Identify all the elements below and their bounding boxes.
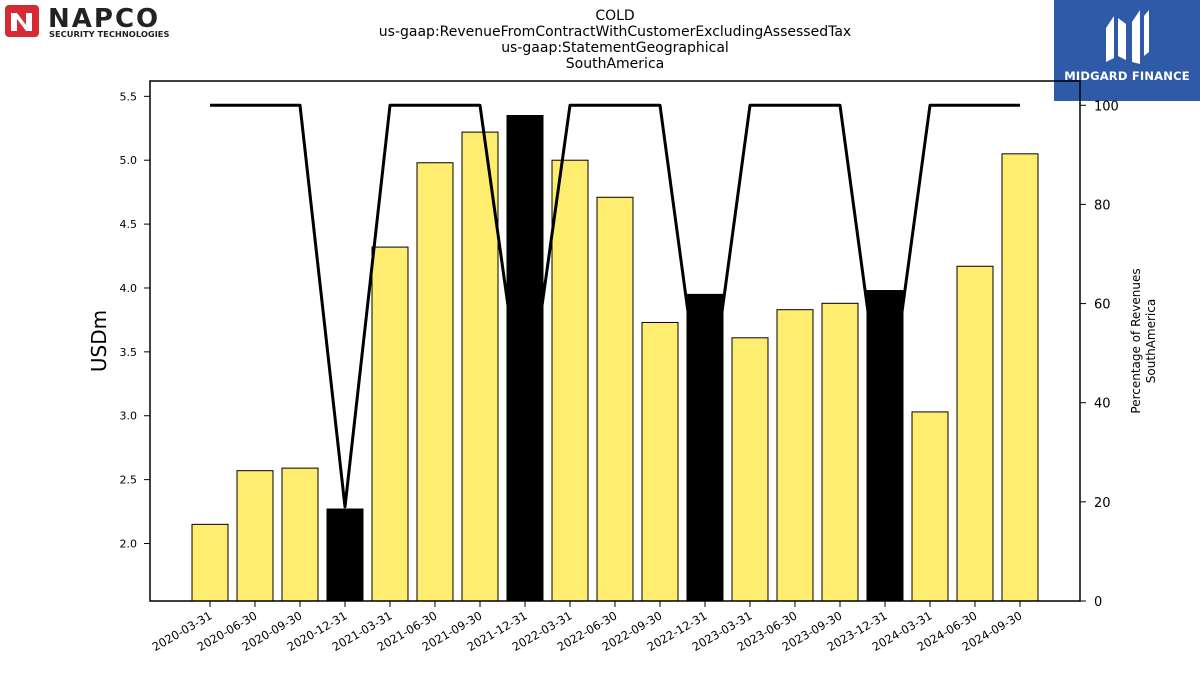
napco-logo: NAPCO SECURITY TECHNOLOGIES: [4, 4, 209, 40]
bar-2021-03-31: [371, 246, 409, 602]
percentage-line-group: [210, 103, 1020, 509]
y-right-tick-label: 100: [1094, 99, 1119, 114]
y-tick-label: 4.0: [120, 282, 138, 295]
y-axis-right-label-line1: Percentage of Revenues: [1129, 268, 1143, 413]
y-tick-label: 4.5: [120, 218, 138, 231]
bar-2020-09-30: [281, 467, 319, 602]
y-tick-label: 5.5: [120, 90, 138, 103]
title-line-metric: us-gaap:RevenueFromContractWithCustomerE…: [378, 24, 852, 40]
y-tick-label: 2.0: [120, 538, 138, 551]
bar-2024-06-30: [956, 265, 994, 602]
bars-group: [191, 115, 1039, 602]
bar-2023-06-30: [776, 309, 814, 602]
y-axis-left: 2.0 2.5 3.0 3.5 4.0 4.5 5.0 5.5: [120, 90, 150, 551]
bar-2024-03-31: [911, 411, 949, 602]
y-tick-label: 3.5: [120, 346, 138, 359]
y-right-tick-label: 40: [1094, 397, 1111, 412]
title-line-ticker: COLD: [595, 8, 635, 24]
bar-2024-09-30: [1001, 153, 1039, 602]
bar-2021-12-31: [506, 115, 544, 602]
bar-2023-09-30: [821, 302, 859, 602]
bar-2020-12-31: [326, 508, 364, 602]
y-right-tick-label: 20: [1094, 496, 1111, 511]
y-axis-label: USDm: [87, 310, 111, 372]
napco-logo-tagline: SECURITY TECHNOLOGIES: [49, 29, 169, 39]
y-tick-label: 3.0: [120, 410, 138, 423]
y-tick-label: 2.5: [120, 474, 138, 487]
midgard-finance-logo: MIDGARD FINANCE: [1054, 0, 1200, 101]
title-line-segment: SouthAmerica: [565, 56, 665, 72]
y-right-tick-label: 80: [1094, 198, 1111, 213]
title-line-statement: us-gaap:StatementGeographical: [501, 40, 729, 56]
midgard-finance-name: MIDGARD FINANCE: [1064, 69, 1190, 83]
y-right-tick-label: 60: [1094, 298, 1111, 313]
y-axis-right: 0 20 40 60 80 100: [1080, 99, 1119, 610]
bar-2022-09-30: [641, 321, 679, 602]
bar-2023-03-31: [731, 337, 769, 602]
bar-2022-06-30: [596, 196, 634, 602]
chart-title: COLD us-gaap:RevenueFromContractWithCust…: [315, 8, 915, 72]
y-tick-label: 5.0: [120, 154, 138, 167]
napco-logo-name: NAPCO: [48, 4, 160, 34]
bar-2022-03-31: [551, 159, 589, 602]
midgard-emblem-icon: [1106, 10, 1149, 64]
bar-2021-06-30: [416, 162, 454, 602]
y-right-tick-label: 0: [1094, 595, 1102, 610]
y-axis-right-label-line2: SouthAmerica: [1144, 299, 1158, 383]
x-axis: 2020-03-312020-06-302020-09-302020-12-31…: [150, 601, 1025, 654]
bar-2020-06-30: [236, 470, 274, 602]
percentage-line: [210, 103, 1020, 509]
bar-2020-03-31: [191, 523, 229, 602]
